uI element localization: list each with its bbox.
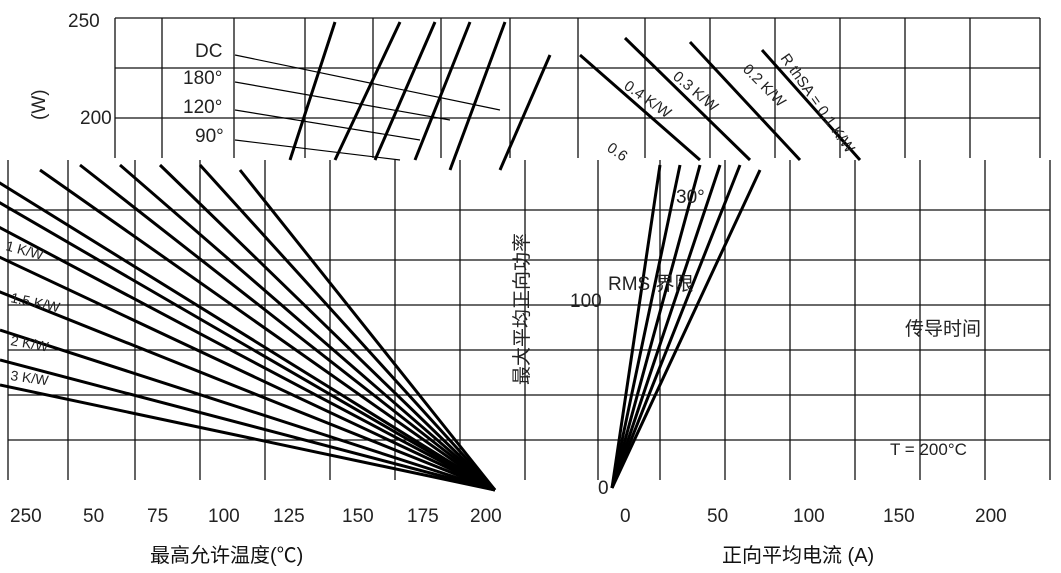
x-tick-right-0: 0	[620, 506, 631, 527]
fan-line-10	[119, 163, 496, 492]
x-tick-left-2: 75	[147, 506, 168, 527]
x-tick-left-3: 100	[208, 506, 240, 527]
angle-leader-1	[234, 81, 451, 121]
angle-label-dc: DC	[195, 41, 222, 62]
rthsa-curve-0	[579, 53, 701, 162]
fan-line-7	[0, 383, 496, 492]
angle-leader-2	[234, 109, 421, 141]
power-curve-2	[373, 21, 437, 161]
rms-limit-label: RMS 界限	[608, 273, 694, 295]
fan-line-0	[0, 181, 496, 492]
x-tick-right-1: 50	[707, 506, 728, 527]
angle-label-180: 180°	[183, 68, 222, 89]
curve-layer	[0, 21, 862, 492]
text-layer: 250 200 100 0 (W) 最大平均正向功率 DC 180° 120° …	[4, 11, 1006, 567]
fan-line-3	[0, 255, 496, 492]
current-fan-line-5	[610, 169, 762, 489]
x-tick-right-3: 150	[883, 506, 915, 527]
fan-line-1	[0, 201, 496, 492]
fan-line-11	[158, 163, 497, 492]
y-tick-100: 100	[570, 291, 602, 312]
x-axis-title-left: 最高允许温度(℃)	[150, 544, 303, 567]
power-curve-4	[448, 21, 507, 171]
rthsa-label-06: 0.6	[604, 139, 631, 165]
fan-line-2	[0, 225, 496, 492]
current-fan-line-4	[610, 164, 742, 489]
power-curve-3	[413, 21, 472, 161]
y-tick-0: 0	[598, 478, 609, 499]
fan-line-4	[0, 290, 496, 492]
fan-line-5	[0, 328, 496, 492]
grid-layer	[7, 17, 1051, 480]
rthsa-label-1: 1 K/W	[4, 237, 46, 263]
x-tick-left-7: 200	[470, 506, 502, 527]
fan-line-8	[39, 168, 496, 492]
current-fan-line-3	[610, 164, 722, 489]
current-fan-line-0	[610, 164, 662, 489]
fan-line-6	[0, 358, 496, 492]
power-curve-5	[498, 54, 552, 171]
power-curve-1	[333, 21, 402, 161]
x-tick-right-2: 100	[793, 506, 825, 527]
power-curve-0	[288, 21, 337, 161]
rthsa-curve-1	[623, 36, 752, 162]
current-fan-line-1	[610, 164, 682, 489]
y-axis-label-left: (W)	[29, 89, 50, 120]
rthsa-label-01: R thSA = 0.1 K/W	[777, 51, 859, 157]
fan-line-13	[238, 169, 497, 491]
rthsa-label-15: 1.5 K/W	[9, 289, 62, 315]
x-tick-left-4: 125	[273, 506, 305, 527]
fan-line-9	[79, 163, 496, 492]
rthsa-label-2: 2 K/W	[9, 332, 50, 355]
rthsa-curve-3	[760, 49, 862, 161]
y-tick-200: 200	[80, 108, 112, 129]
x-tick-left-0: 250	[10, 506, 42, 527]
conduction-time-label: 传导时间	[905, 318, 981, 340]
y-axis-label-middle: 最大平均正向功率	[511, 233, 533, 385]
angle-label-120: 120°	[183, 97, 222, 118]
angle-leader-3	[234, 139, 401, 161]
x-tick-left-6: 175	[407, 506, 439, 527]
rthsa-curve-2	[688, 40, 802, 162]
fan-line-12	[198, 163, 497, 492]
x-axis-title-right: 正向平均电流 (A)	[722, 544, 874, 567]
x-tick-left-5: 150	[342, 506, 374, 527]
angle-leader-0	[234, 54, 501, 111]
y-tick-250: 250	[68, 11, 100, 32]
current-fan-line-2	[610, 164, 702, 489]
temperature-label: T = 200°C	[890, 440, 967, 459]
angle-label-90: 90°	[195, 126, 224, 147]
x-tick-left-1: 50	[83, 506, 104, 527]
rthsa-label-3: 3 K/W	[10, 367, 51, 388]
x-tick-right-4: 200	[975, 506, 1007, 527]
angle-label-30: 30°	[676, 187, 705, 208]
